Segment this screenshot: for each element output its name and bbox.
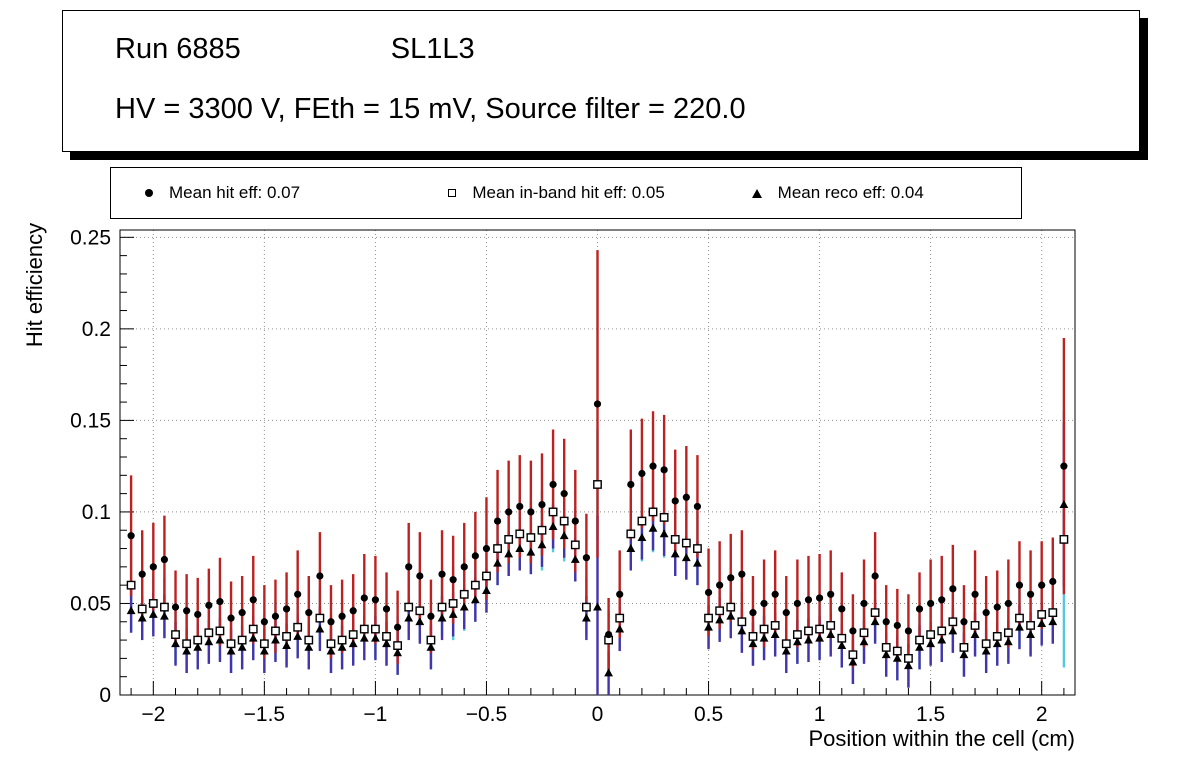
legend-label-mean-hit-eff: Mean hit eff: 0.07 [169,183,301,202]
svg-text:−1: −1 [363,703,387,726]
y-axis-title: Hit efficiency [22,223,47,347]
y-axis-ticks [120,236,134,696]
conditions-label: HV = 3300 V, FEth = 15 mV, Source filter… [115,93,746,125]
svg-text:−1.5: −1.5 [244,703,285,726]
svg-text:0.15: 0.15 [70,409,111,432]
filled-triangle-marker-icon [751,188,762,198]
title-pave: Run 6885 SL1L3 HV = 3300 V, FEth = 15 mV… [62,10,1140,152]
legend-label-inband-hit-eff: Mean in-band hit eff: 0.05 [472,183,665,202]
x-axis-ticks [130,681,1065,695]
legend: Mean hit eff: 0.07 Mean in-band hit eff:… [110,167,1022,219]
svg-text:2: 2 [1036,703,1048,726]
svg-text:1: 1 [814,703,826,726]
chamber-label: SL1L3 [390,33,475,65]
svg-text:0.2: 0.2 [82,318,111,341]
x-tick-labels: −2 −1.5 −1 −0.5 0 0.5 1 1.5 2 [141,703,1047,726]
svg-text:−0.5: −0.5 [466,703,507,726]
svg-text:−2: −2 [141,703,165,726]
open-square-marker-icon [448,189,457,197]
svg-text:1.5: 1.5 [916,703,945,726]
run-label: Run 6885 [115,33,241,65]
filled-circle-marker-icon [145,189,153,197]
svg-text:0.1: 0.1 [82,501,111,524]
markers-series-0 [127,400,1068,639]
svg-text:0.25: 0.25 [70,226,111,249]
legend-entry-inband-hit-eff: Mean in-band hit eff: 0.05 [414,183,717,203]
y-tick-labels: 0 0.05 0.1 0.15 0.2 0.25 [70,226,111,707]
x-axis-title: Position within the cell (cm) [808,726,1075,751]
title-line-1: Run 6885 SL1L3 [115,33,1139,66]
svg-text:0.5: 0.5 [694,703,723,726]
svg-text:0.05: 0.05 [70,592,111,615]
markers-series-1 [126,480,1069,663]
svg-text:0: 0 [592,703,604,726]
svg-text:0: 0 [99,684,111,707]
markers-series-2 [126,500,1069,677]
legend-entry-reco-eff: Mean reco eff: 0.04 [718,183,1021,203]
legend-entry-mean-hit-eff: Mean hit eff: 0.07 [111,183,414,203]
legend-label-reco-eff: Mean reco eff: 0.04 [777,183,924,202]
